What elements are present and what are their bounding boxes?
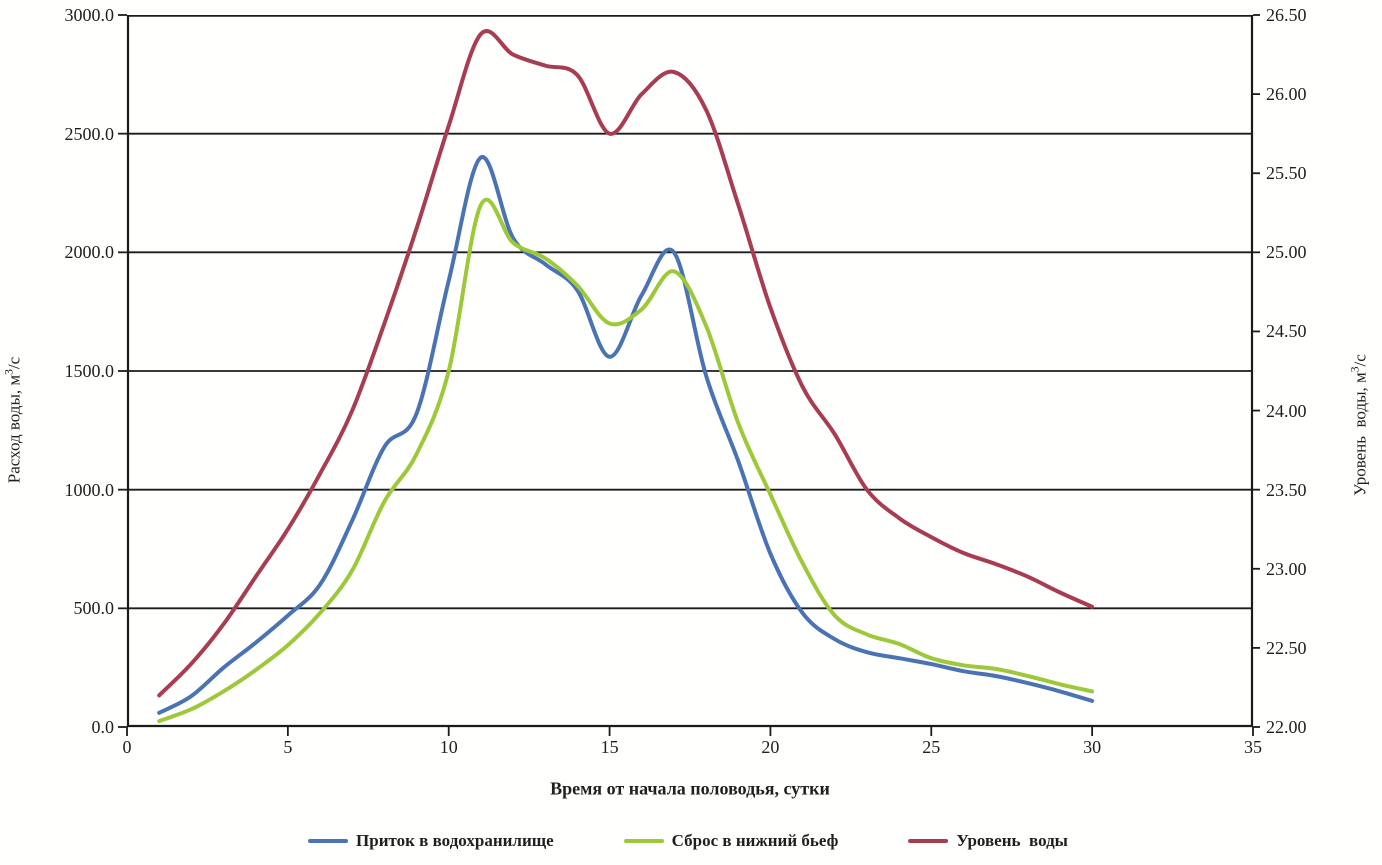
y-right-tick-label: 25.50 xyxy=(1266,163,1307,184)
y-right-tick-label: 23.50 xyxy=(1266,479,1307,500)
plot-area xyxy=(118,14,1260,736)
y-right-tick-label: 23.00 xyxy=(1266,558,1307,579)
x-axis-title: Время от начала половодья, сутки xyxy=(550,778,830,799)
y-left-tick-label: 2500.0 xyxy=(64,123,115,144)
y-right-axis-title-unit: /с xyxy=(1350,354,1370,367)
inflow-legend-item: Приток в водохранилище xyxy=(308,831,554,851)
y-right-tick-label: 25.00 xyxy=(1266,242,1307,263)
release-legend-item: Сброс в нижний бьеф xyxy=(623,831,839,851)
x-tick-label: 0 xyxy=(122,737,132,757)
x-tick-label: 35 xyxy=(1244,737,1262,757)
inflow-series-line xyxy=(157,155,1095,715)
y-right-tick-label: 24.50 xyxy=(1266,321,1307,342)
x-tick-label: 5 xyxy=(283,737,293,757)
y-left-axis-title-text: Расход воды, м xyxy=(4,374,24,484)
x-tick-label: 10 xyxy=(439,737,458,757)
y-left-tick-label: 500.0 xyxy=(73,598,115,619)
y-right-tick-label: 26.50 xyxy=(1266,5,1307,25)
y-right-axis-title-text: Уровень воды, м xyxy=(1350,372,1370,496)
y-left-tick-label: 2000.0 xyxy=(64,242,115,263)
water-level-legend-label: Уровень воды xyxy=(956,831,1068,850)
x-tick-label: 15 xyxy=(600,737,619,757)
y-left-tick-label: 3000.0 xyxy=(64,5,115,25)
y-right-tick-label: 24.00 xyxy=(1266,400,1307,421)
x-tick-label: 20 xyxy=(761,737,780,757)
y-right-tick-label: 22.00 xyxy=(1266,717,1307,737)
y-right-tick-label: 22.50 xyxy=(1266,637,1307,658)
inflow-legend-label: Приток в водохранилище xyxy=(356,831,554,850)
x-tick-label: 30 xyxy=(1083,737,1102,757)
y-right-axis-title-sup: 3 xyxy=(1348,366,1362,373)
y-left-tick-label: 0.0 xyxy=(91,717,115,737)
y-right-tick-label: 26.00 xyxy=(1266,84,1307,105)
release-legend-marker-icon xyxy=(623,839,664,843)
water-level-legend-item: Уровень воды xyxy=(908,831,1068,851)
chart-canvas xyxy=(118,14,1260,736)
x-tick-label: 25 xyxy=(922,737,941,757)
release-legend-label: Сброс в нижний бьеф xyxy=(671,831,839,850)
y-left-tick-label: 1500.0 xyxy=(64,361,115,381)
inflow-legend-marker-icon xyxy=(308,839,349,843)
water-level-series-line xyxy=(157,29,1095,698)
legend: Приток в водохранилище Сброс в нижний бье… xyxy=(308,831,1068,851)
release-series-line xyxy=(157,197,1095,724)
y-right-axis-title: Уровень воды, м3/с xyxy=(1348,354,1370,496)
water-level-legend-marker-icon xyxy=(908,839,949,843)
y-left-tick-label: 1000.0 xyxy=(64,479,115,500)
